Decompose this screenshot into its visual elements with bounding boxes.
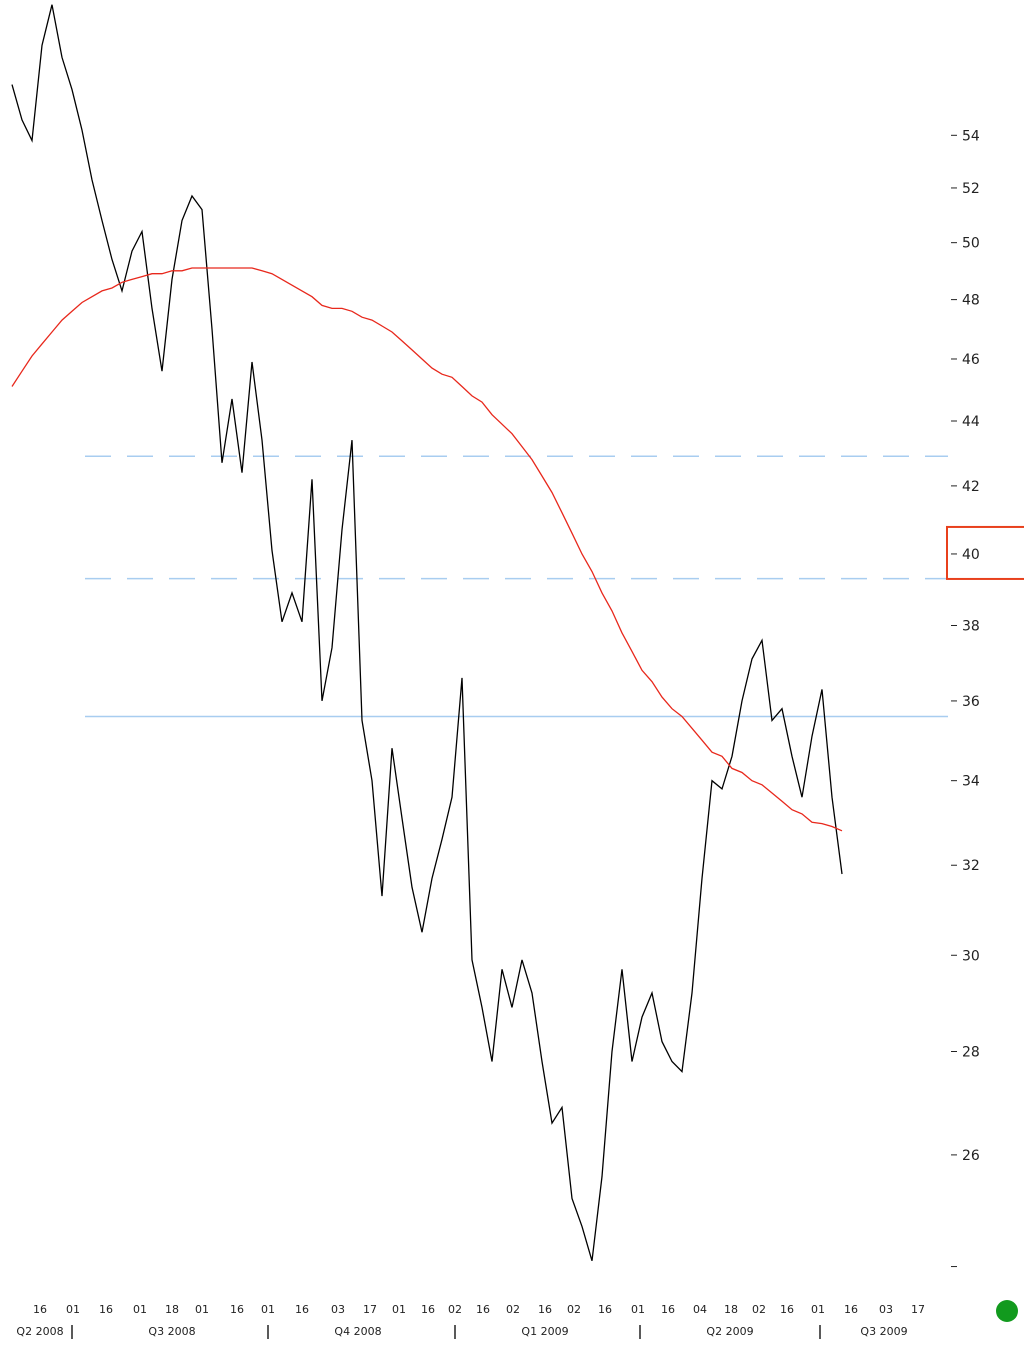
y-tick-label: 34 [962, 774, 980, 790]
y-tick-label: 44 [962, 414, 980, 430]
series-line [11, 267, 843, 832]
x-tick-label: 01 [261, 1303, 275, 1316]
y-tick-label: 28 [962, 1045, 980, 1061]
quarter-label: Q3 2008 [148, 1325, 195, 1338]
x-tick-label: 16 [661, 1303, 675, 1316]
x-tick-label: 18 [165, 1303, 179, 1316]
status-dot [996, 1300, 1018, 1322]
x-tick-label: 03 [331, 1303, 345, 1316]
x-tick-label: 03 [879, 1303, 893, 1316]
x-tick-label: 16 [780, 1303, 794, 1316]
x-tick-label: 16 [598, 1303, 612, 1316]
x-tick-label: 01 [811, 1303, 825, 1316]
x-tick-label: 02 [567, 1303, 581, 1316]
y-tick-label: 48 [962, 293, 980, 309]
x-tick-label: 02 [752, 1303, 766, 1316]
x-tick-label: 16 [421, 1303, 435, 1316]
x-tick-label: 16 [230, 1303, 244, 1316]
x-tick-label: 02 [506, 1303, 520, 1316]
x-tick-label: 16 [538, 1303, 552, 1316]
quarter-label: Q4 2008 [334, 1325, 381, 1338]
y-tick-label: 36 [962, 694, 980, 710]
x-tick-label: 16 [33, 1303, 47, 1316]
current-value-box [946, 525, 1024, 580]
x-tick-label: 17 [911, 1303, 925, 1316]
y-tick-label: 52 [962, 181, 980, 197]
quarter-label: Q3 2009 [860, 1325, 907, 1338]
x-tick-label: 18 [724, 1303, 738, 1316]
y-tick-label: 54 [962, 128, 980, 144]
x-tick-label: 01 [631, 1303, 645, 1316]
y-tick-label: 50 [962, 236, 980, 252]
x-tick-label: 16 [844, 1303, 858, 1316]
x-tick-label: 17 [363, 1303, 377, 1316]
quarter-label: Q2 2009 [706, 1325, 753, 1338]
x-tick-label: 01 [392, 1303, 406, 1316]
y-tick-label: 40 [962, 547, 980, 563]
quarter-label: Q2 2008 [16, 1325, 63, 1338]
x-tick-label: 01 [195, 1303, 209, 1316]
x-tick-label: 16 [99, 1303, 113, 1316]
x-tick-label: 04 [693, 1303, 707, 1316]
x-tick-label: 02 [448, 1303, 462, 1316]
y-tick-label: 26 [962, 1148, 980, 1164]
x-tick-label: 16 [476, 1303, 490, 1316]
x-tick-label: 01 [133, 1303, 147, 1316]
x-tick-label: 01 [66, 1303, 80, 1316]
y-tick-label: 30 [962, 948, 980, 964]
series-line [11, 4, 843, 1261]
y-tick-label: 32 [962, 858, 980, 874]
y-tick-label: 42 [962, 479, 980, 495]
quarter-label: Q1 2009 [521, 1325, 568, 1338]
x-tick-label: 16 [295, 1303, 309, 1316]
y-tick-label: 38 [962, 619, 980, 635]
y-tick-label: 46 [962, 352, 980, 368]
